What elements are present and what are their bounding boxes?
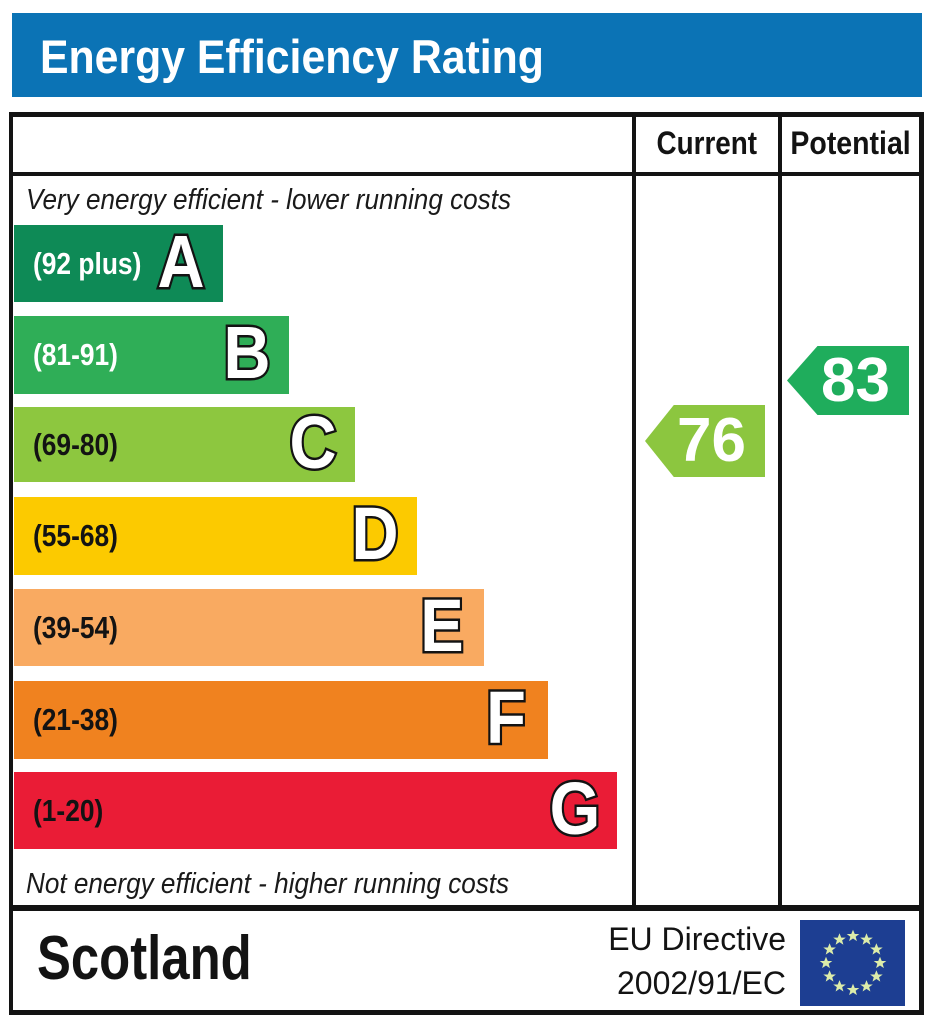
svg-text:D: D bbox=[351, 496, 398, 575]
svg-text:C: C bbox=[289, 405, 336, 484]
svg-text:A: A bbox=[157, 224, 204, 303]
svg-text:F: F bbox=[486, 680, 526, 759]
svg-text:E: E bbox=[420, 588, 463, 667]
svg-text:G: G bbox=[550, 771, 601, 850]
svg-text:B: B bbox=[223, 315, 270, 394]
